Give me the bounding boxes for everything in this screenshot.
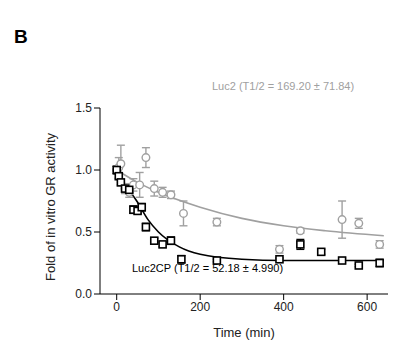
svg-text:0.0: 0.0 xyxy=(75,287,92,301)
html-text:Luc2CP (T1/2 = 52.18 ± 4.990): Luc2CP (T1/2 = 52.18 ± 4.990) xyxy=(132,262,284,274)
svg-text:400: 400 xyxy=(274,300,294,314)
svg-text:1.5: 1.5 xyxy=(75,101,92,115)
svg-text:600: 600 xyxy=(357,300,377,314)
svg-text:200: 200 xyxy=(190,300,210,314)
svg-text:Time (min): Time (min) xyxy=(213,325,275,340)
html-text:B: B xyxy=(14,26,28,47)
svg-text:Fold of in vitro GR activity: Fold of in vitro GR activity xyxy=(43,132,58,281)
svg-text:0: 0 xyxy=(113,300,120,314)
svg-text:0.5: 0.5 xyxy=(75,225,92,239)
svg-text:1.0: 1.0 xyxy=(75,163,92,177)
html-text:Luc2 (T1/2 = 169.20 ± 71.84): Luc2 (T1/2 = 169.20 ± 71.84) xyxy=(212,80,355,92)
